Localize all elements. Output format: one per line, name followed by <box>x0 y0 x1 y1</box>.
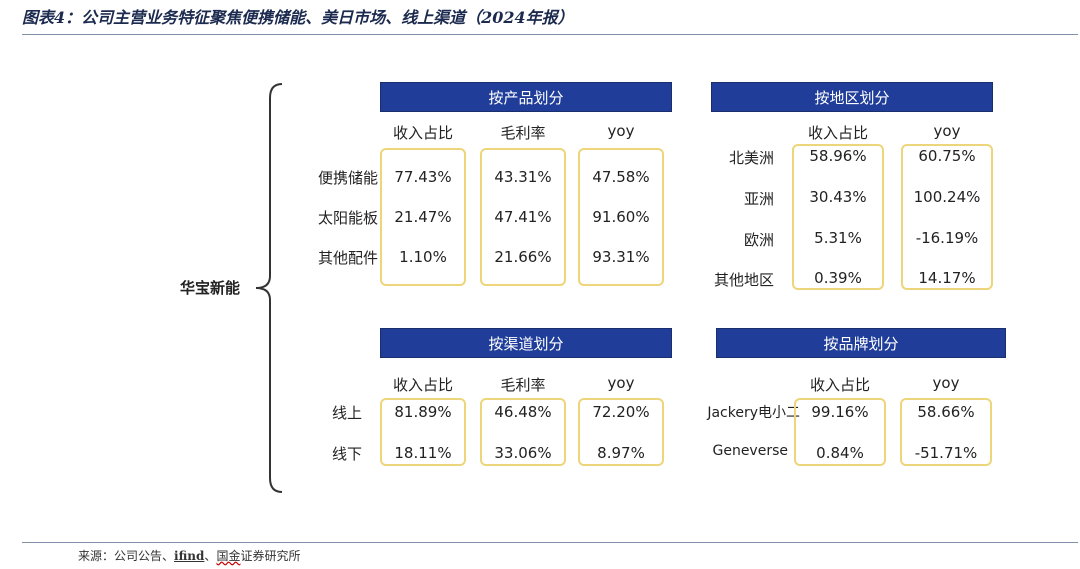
value-cell: 0.84% <box>816 444 864 462</box>
brand-section-header: 按品牌划分 <box>716 328 1006 358</box>
company-name: 华宝新能 <box>180 279 241 297</box>
value-cell: 93.31% <box>592 248 650 266</box>
source-prefix: 来源：公司公告、 <box>78 549 175 563</box>
brand-row-label: Jackery电小二 <box>707 405 800 421</box>
value-cell: 8.97% <box>597 444 645 462</box>
product-row-label: 太阳能板 <box>317 209 378 227</box>
region-yoy-box: 60.75% 100.24% -16.19% 14.17% <box>901 144 993 290</box>
channel-share-box: 81.89% 18.11% <box>380 398 466 466</box>
value-cell: 46.48% <box>494 403 552 421</box>
value-cell: 0.39% <box>814 269 862 287</box>
source-guojin: 国金 <box>216 549 241 563</box>
region-row-label: 北美洲 <box>728 149 774 167</box>
value-cell: 72.20% <box>592 403 650 421</box>
curly-brace <box>255 83 283 493</box>
product-col-share: 收入占比 <box>392 124 453 142</box>
product-margin-box: 43.31% 47.41% 21.66% <box>480 148 566 286</box>
product-row-label: 便携储能 <box>317 169 378 187</box>
value-cell: 91.60% <box>592 208 650 226</box>
value-cell: 18.11% <box>394 444 452 462</box>
channel-margin-box: 46.48% 33.06% <box>480 398 566 466</box>
source-ifind: ifind <box>174 549 205 563</box>
value-cell: 58.96% <box>809 147 867 165</box>
product-row-label: 其他配件 <box>317 249 378 267</box>
product-yoy-box: 47.58% 91.60% 93.31% <box>578 148 664 286</box>
source-suffix: 证券研究所 <box>240 549 301 563</box>
channel-yoy-box: 72.20% 8.97% <box>578 398 664 466</box>
channel-col-yoy: yoy <box>607 374 635 392</box>
value-cell: 81.89% <box>394 403 452 421</box>
figure-title: 图表4：公司主营业务特征聚焦便携储能、美日市场、线上渠道（2024年报） <box>22 8 574 27</box>
region-share-box: 58.96% 30.43% 5.31% 0.39% <box>792 144 884 290</box>
value-cell: 100.24% <box>913 188 981 206</box>
value-cell: 47.58% <box>592 168 650 186</box>
brand-col-share: 收入占比 <box>809 376 870 394</box>
value-cell: 77.43% <box>394 168 452 186</box>
value-cell: 21.47% <box>394 208 452 226</box>
value-cell: 14.17% <box>918 269 976 287</box>
value-cell: 21.66% <box>494 248 552 266</box>
region-col-share: 收入占比 <box>807 124 868 142</box>
value-cell: 47.41% <box>494 208 552 226</box>
channel-col-margin: 毛利率 <box>500 376 546 394</box>
region-row-label: 其他地区 <box>713 271 774 289</box>
product-col-margin: 毛利率 <box>500 124 546 142</box>
value-cell: 99.16% <box>811 403 869 421</box>
region-col-yoy: yoy <box>933 122 961 140</box>
product-section-header: 按产品划分 <box>380 82 672 112</box>
brand-share-box: 99.16% 0.84% <box>794 398 886 466</box>
product-col-yoy: yoy <box>607 122 635 140</box>
value-cell: 1.10% <box>399 248 447 266</box>
top-rule <box>22 34 1078 35</box>
value-cell: 30.43% <box>809 188 867 206</box>
channel-row-label: 线下 <box>331 445 362 463</box>
brand-row-label: Geneverse <box>712 443 788 459</box>
channel-row-label: 线上 <box>331 404 362 422</box>
brand-yoy-box: 58.66% -51.71% <box>900 398 992 466</box>
channel-section-header: 按渠道划分 <box>380 328 672 358</box>
region-row-label: 亚洲 <box>743 190 774 208</box>
product-share-box: 77.43% 21.47% 1.10% <box>380 148 466 286</box>
source-note: 来源：公司公告、ifind、国金证券研究所 <box>78 547 300 564</box>
value-cell: -51.71% <box>914 444 978 462</box>
region-section-header: 按地区划分 <box>711 82 993 112</box>
channel-col-share: 收入占比 <box>392 376 453 394</box>
bottom-rule <box>22 542 1078 543</box>
value-cell: 5.31% <box>814 229 862 247</box>
value-cell: 33.06% <box>494 444 552 462</box>
value-cell: 43.31% <box>494 168 552 186</box>
value-cell: -16.19% <box>915 229 979 247</box>
source-sep: 、 <box>204 549 217 563</box>
value-cell: 60.75% <box>918 147 976 165</box>
region-row-label: 欧洲 <box>743 231 774 249</box>
value-cell: 58.66% <box>917 403 975 421</box>
brand-col-yoy: yoy <box>932 374 960 392</box>
